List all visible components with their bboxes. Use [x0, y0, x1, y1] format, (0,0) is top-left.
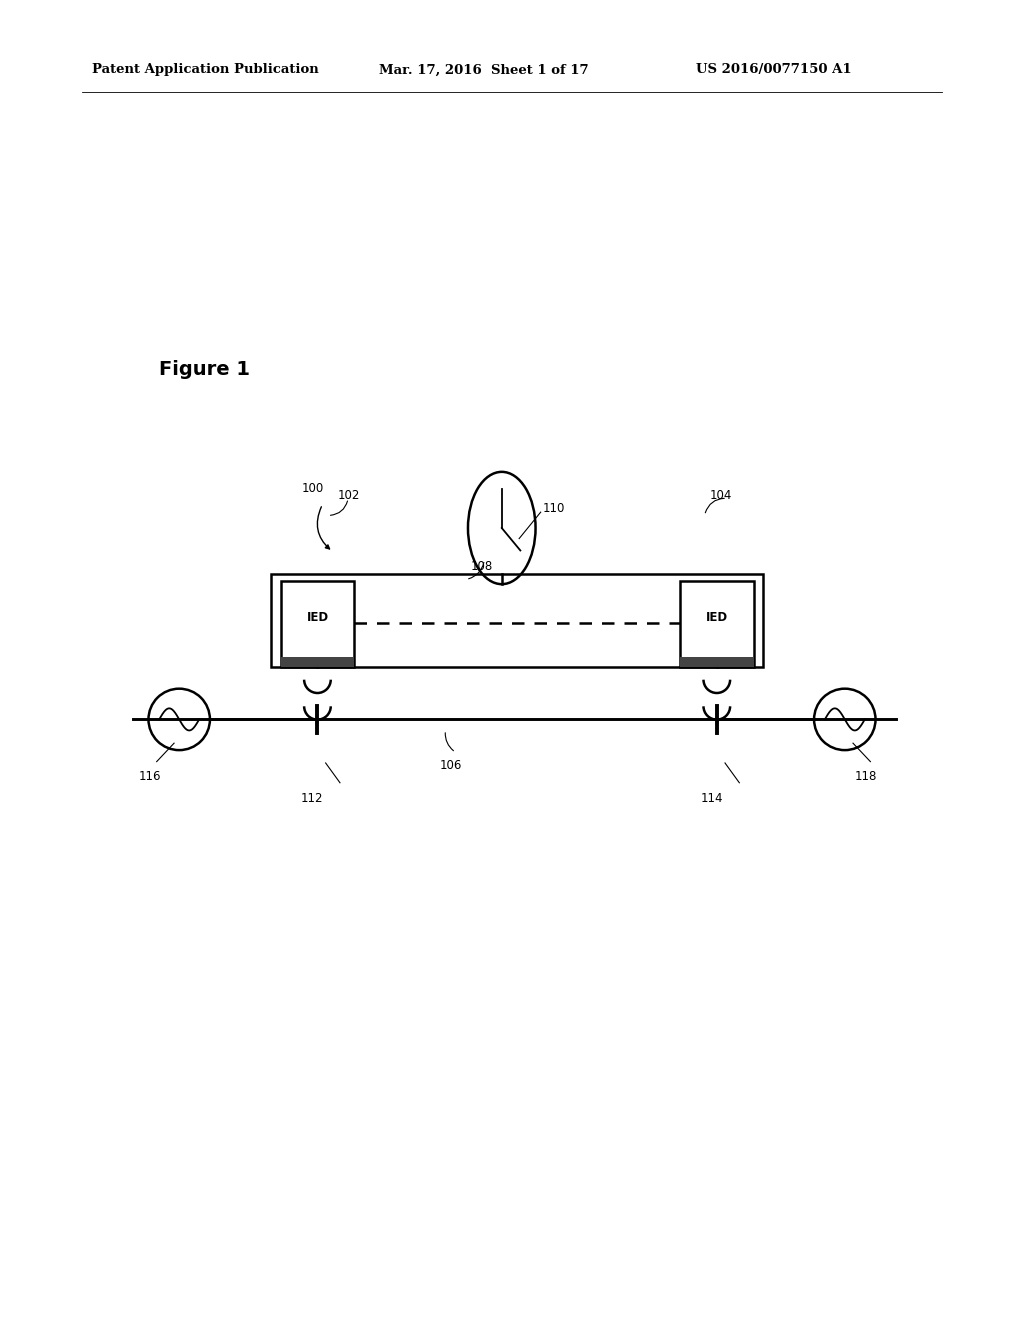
Text: 110: 110	[543, 502, 565, 515]
Text: IED: IED	[706, 611, 728, 624]
Text: 106: 106	[439, 759, 462, 772]
Text: 108: 108	[471, 560, 494, 573]
Text: 104: 104	[710, 490, 732, 502]
Text: US 2016/0077150 A1: US 2016/0077150 A1	[696, 63, 852, 77]
Text: 112: 112	[301, 792, 324, 805]
Text: Figure 1: Figure 1	[159, 360, 250, 379]
Bar	[281, 581, 354, 667]
Text: 100: 100	[302, 482, 325, 495]
Bar	[680, 657, 754, 667]
Text: 116: 116	[138, 770, 161, 783]
Text: 102: 102	[338, 490, 360, 502]
Bar	[271, 574, 763, 667]
Text: Patent Application Publication: Patent Application Publication	[92, 63, 318, 77]
Bar	[680, 581, 754, 667]
Text: Mar. 17, 2016  Sheet 1 of 17: Mar. 17, 2016 Sheet 1 of 17	[379, 63, 589, 77]
Text: IED: IED	[306, 611, 329, 624]
Text: 118: 118	[855, 770, 878, 783]
Text: 114: 114	[700, 792, 723, 805]
Bar	[281, 657, 354, 667]
